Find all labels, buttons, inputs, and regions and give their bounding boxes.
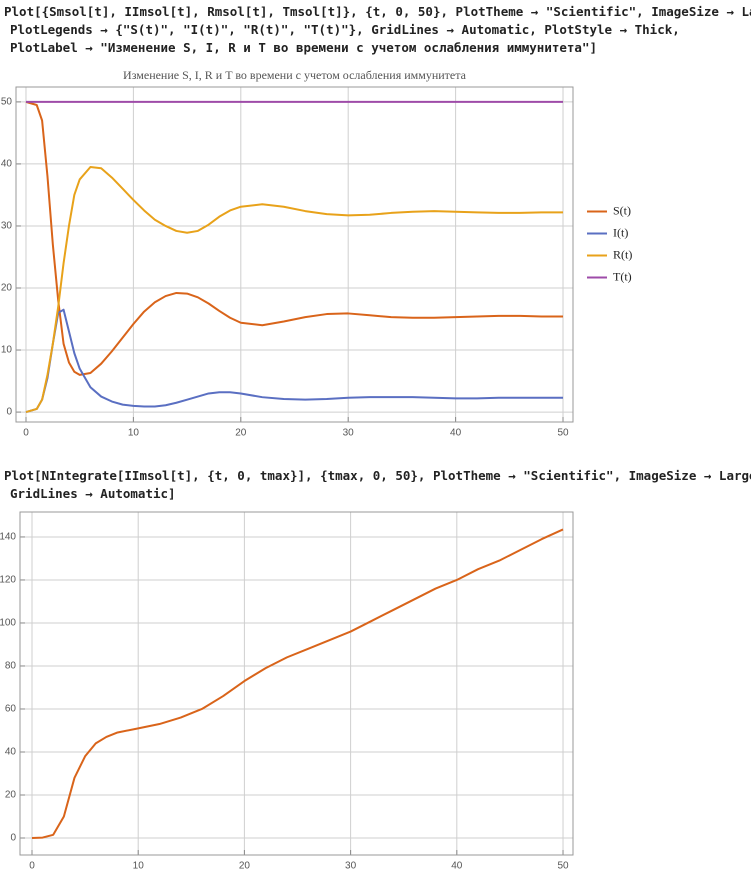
x-tick-label: 0	[23, 428, 29, 439]
chart: Изменение S, I, R и T во времени с учето…	[1, 68, 632, 439]
y-tick-label: 140	[0, 532, 16, 543]
plot-frame	[15, 86, 574, 423]
series-line	[25, 166, 564, 414]
y-tick-label: 20	[5, 790, 17, 801]
chart-title: Изменение S, I, R и T во времени с учето…	[123, 68, 467, 82]
x-tick-label: 0	[29, 861, 35, 872]
chart: 0 10 20 30 40 50 0 20 40 60 80 100 120 140	[0, 511, 574, 872]
code-line: GridLines → Automatic]	[10, 486, 176, 501]
series-line	[25, 308, 564, 414]
series-line	[25, 100, 564, 376]
x-tick-label: 40	[450, 428, 462, 439]
legend-label: R(t)	[613, 247, 632, 261]
code-line: Plot[NIntegrate[IImsol[t], {t, 0, tmax}]…	[4, 468, 751, 483]
x-tick-label: 10	[133, 861, 145, 872]
x-tick-label: 50	[557, 428, 569, 439]
y-tick-label: 0	[6, 407, 12, 418]
y-tick-label: 100	[0, 618, 16, 629]
legend-label: I(t)	[613, 225, 628, 239]
code-line: PlotLabel → "Изменение S, I, R и T во вр…	[10, 40, 597, 55]
y-tick-label: 120	[0, 575, 16, 586]
x-tick-label: 30	[345, 861, 357, 872]
y-tick-label: 50	[1, 97, 13, 108]
y-tick-label: 40	[1, 159, 13, 170]
code-line: Plot[{Smsol[t], IImsol[t], Rmsol[t], Tms…	[4, 4, 751, 19]
y-tick-label: 0	[10, 833, 16, 844]
x-tick-label: 20	[239, 861, 251, 872]
x-tick-label: 20	[235, 428, 247, 439]
y-tick-label: 60	[5, 704, 17, 715]
legend-label: T(t)	[613, 269, 632, 283]
series-line	[31, 528, 564, 840]
x-tick-label: 30	[343, 428, 355, 439]
code-line: PlotLegends → {"S(t)", "I(t)", "R(t)", "…	[10, 22, 680, 37]
plot-frame	[19, 511, 574, 856]
x-tick-label: 50	[557, 861, 569, 872]
x-tick-label: 40	[451, 861, 463, 872]
y-tick-label: 10	[1, 345, 13, 356]
y-tick-label: 20	[1, 283, 13, 294]
y-tick-label: 40	[5, 747, 17, 758]
x-tick-label: 10	[128, 428, 140, 439]
y-tick-label: 30	[1, 221, 13, 232]
y-tick-label: 80	[5, 661, 17, 672]
legend-label: S(t)	[613, 203, 631, 217]
